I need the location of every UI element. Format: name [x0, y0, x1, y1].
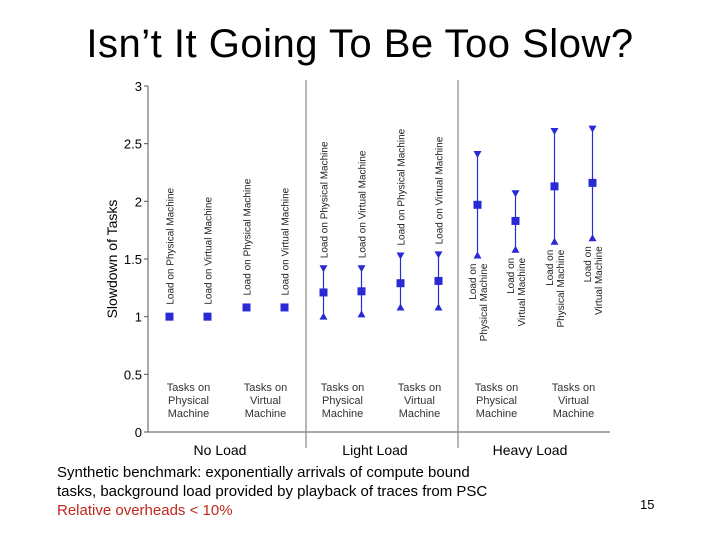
task-label: Virtual [250, 395, 281, 407]
group-label: Heavy Load [493, 442, 568, 458]
mean-marker [280, 303, 289, 312]
task-label: Machine [245, 408, 287, 420]
mean-marker [319, 288, 328, 297]
load-label-line: Load on Physical Machine [243, 178, 254, 295]
load-label-line: Load on Virtual Machine [281, 187, 292, 295]
load-label: Load on Physical Machine [166, 187, 177, 304]
load-label: Load on Virtual Machine [583, 246, 605, 315]
load-label-line: Virtual Machine [594, 246, 605, 315]
mean-marker [588, 178, 597, 187]
error-bar-high-marker [434, 251, 443, 259]
mean-marker [550, 182, 559, 191]
load-label: Load on Virtual Machine [358, 150, 369, 258]
task-label: Virtual [404, 395, 435, 407]
mean-marker [473, 200, 482, 209]
error-bar-low-marker [588, 234, 597, 242]
task-label: Tasks on [321, 382, 364, 394]
task-label: Tasks on [244, 382, 287, 394]
load-label: Load on Physical Machine [320, 141, 331, 258]
load-label-line: Load on [583, 246, 594, 282]
page-number: 15 [640, 497, 655, 512]
task-label: Tasks on [398, 382, 441, 394]
error-bar-low-marker [396, 303, 405, 311]
y-tick-label: 3 [135, 79, 142, 94]
task-label: Machine [399, 408, 441, 420]
error-bar-high-marker [357, 265, 366, 273]
task-label: Machine [322, 408, 364, 420]
load-label-line: Load on Virtual Machine [204, 197, 215, 305]
load-label-line: Load on Physical Machine [397, 128, 408, 245]
load-label-line: Load on Physical Machine [320, 141, 331, 258]
error-bar-low-marker [511, 245, 520, 253]
mean-marker [165, 312, 174, 321]
task-label: Tasks on [167, 382, 210, 394]
task-label: Machine [553, 408, 595, 420]
caption-line-2: tasks, background load provided by playb… [57, 483, 488, 500]
caption-line-1: Synthetic benchmark: exponentially arriv… [57, 464, 470, 481]
task-label: Physical [168, 395, 209, 407]
mean-marker [511, 216, 520, 225]
load-label: Load on Virtual Machine [204, 197, 215, 305]
load-label: Load on Physical Machine [243, 178, 254, 295]
error-bar-low-marker [550, 237, 559, 245]
error-bar-high-marker [588, 125, 597, 133]
load-label-line: Load on Virtual Machine [435, 136, 446, 244]
slide-title: Isn’t It Going To Be Too Slow? [86, 22, 634, 66]
load-label-line: Load on [506, 258, 517, 294]
task-label: Tasks on [475, 382, 518, 394]
task-label: Tasks on [552, 382, 595, 394]
mean-marker [203, 312, 212, 321]
error-bar-low-marker [473, 251, 482, 259]
load-label: Load on Virtual Machine [281, 187, 292, 295]
y-tick-label: 0.5 [124, 367, 142, 382]
error-bar-low-marker [357, 310, 366, 318]
load-label: Load on Virtual Machine [506, 257, 528, 326]
load-label-line: Load on [545, 250, 556, 286]
load-label: Load on Virtual Machine [435, 136, 446, 244]
load-label: Load on Physical Machine [468, 263, 490, 341]
mean-marker [357, 287, 366, 296]
mean-marker [396, 279, 405, 288]
task-label: Physical [476, 395, 517, 407]
caption-line-3: Relative overheads < 10% [57, 502, 233, 519]
load-label-line: Physical Machine [556, 249, 567, 327]
task-label: Physical [322, 395, 363, 407]
y-tick-label: 2.5 [124, 137, 142, 152]
caption: Synthetic benchmark: exponentially arriv… [57, 463, 487, 520]
load-label-line: Load on Virtual Machine [358, 150, 369, 258]
load-label-line: Load on Physical Machine [166, 187, 177, 304]
mean-marker [242, 303, 251, 312]
load-label-line: Physical Machine [479, 263, 490, 341]
load-label: Load on Physical Machine [545, 249, 567, 327]
load-label: Load on Physical Machine [397, 128, 408, 245]
group-label: No Load [194, 442, 247, 458]
error-bar-high-marker [319, 265, 328, 273]
group-label: Light Load [342, 442, 407, 458]
error-bar-low-marker [434, 303, 443, 311]
y-tick-label: 0 [135, 425, 142, 440]
load-label-line: Load on [468, 264, 479, 300]
task-label: Machine [168, 408, 210, 420]
task-label: Machine [476, 408, 518, 420]
mean-marker [434, 276, 443, 285]
y-tick-label: 1.5 [124, 252, 142, 267]
load-label-line: Virtual Machine [517, 257, 528, 326]
y-axis-label: Slowdown of Tasks [104, 200, 120, 319]
error-bar-low-marker [319, 312, 328, 320]
error-bar-high-marker [473, 151, 482, 159]
y-tick-label: 1 [135, 310, 142, 325]
y-tick-label: 2 [135, 194, 142, 209]
task-label: Virtual [558, 395, 589, 407]
error-bar-high-marker [511, 190, 520, 198]
error-bar-high-marker [396, 252, 405, 260]
error-bar-high-marker [550, 127, 559, 135]
